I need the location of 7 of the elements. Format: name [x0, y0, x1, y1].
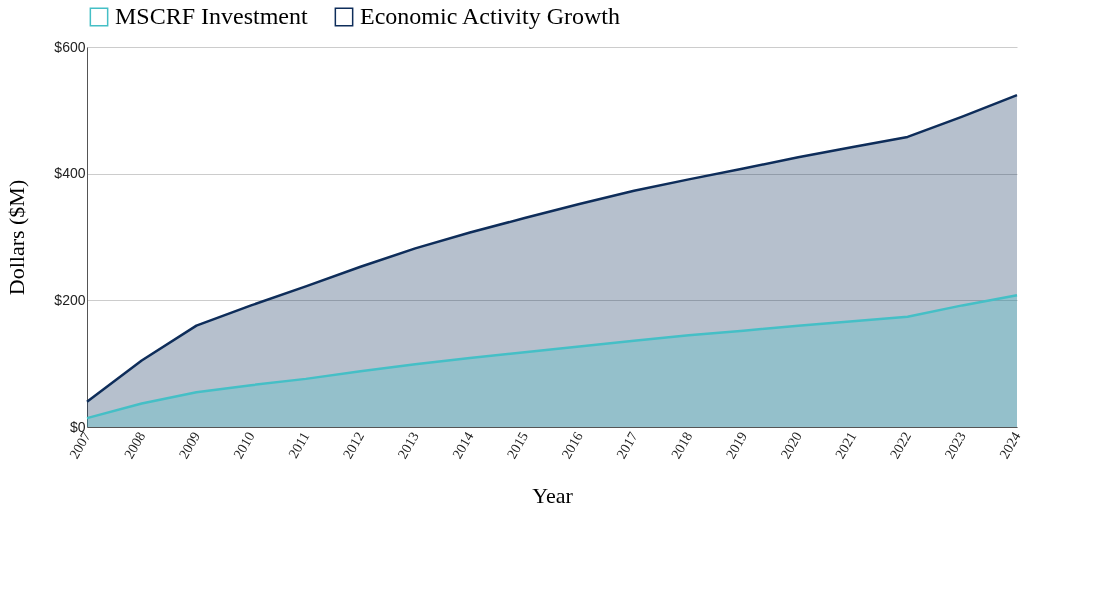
- y-tick-label: $600: [54, 38, 86, 55]
- y-tick-label: $400: [54, 165, 86, 182]
- x-axis-title: Year: [532, 483, 574, 509]
- y-tick-label: $200: [54, 291, 86, 308]
- legend-label: Economic Activity Growth: [360, 3, 620, 29]
- legend-label: MSCRF Investment: [115, 3, 309, 29]
- y-axis-title: Dollars ($M): [4, 179, 30, 296]
